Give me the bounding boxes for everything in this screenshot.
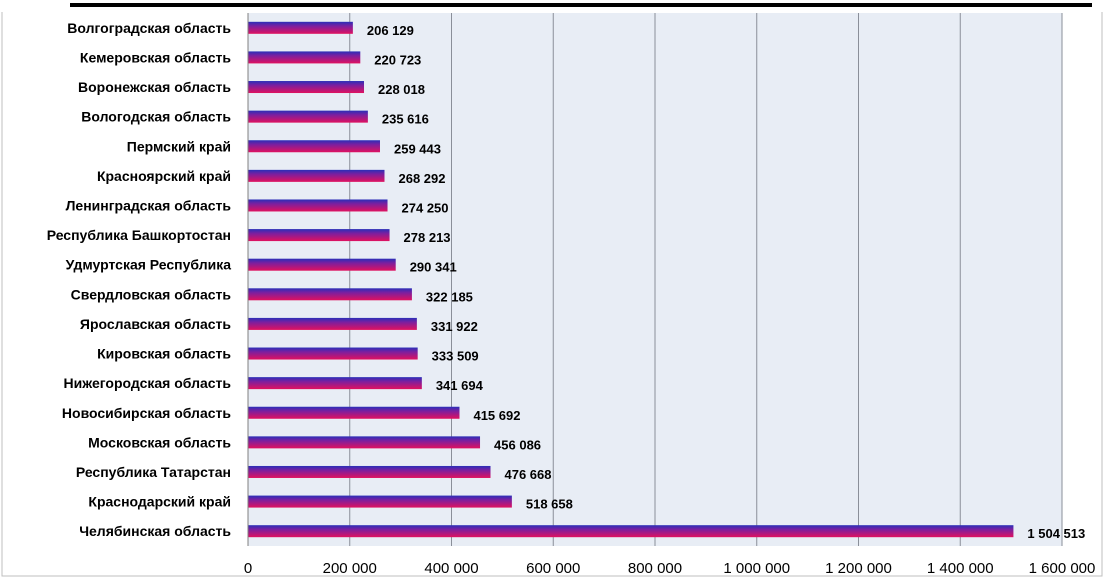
category-label: Ярославская область — [80, 316, 232, 332]
category-label: Пермский край — [127, 138, 231, 154]
bar — [248, 140, 380, 153]
x-tick-label: 800 000 — [628, 560, 682, 577]
category-label: Волгоградская область — [67, 20, 231, 36]
bar — [248, 229, 390, 242]
x-tick-label: 200 000 — [323, 560, 377, 577]
data-label: 476 668 — [505, 467, 552, 482]
bar — [248, 317, 417, 330]
category-label: Ленинградская область — [66, 197, 232, 213]
category-label: Удмуртская Республика — [66, 257, 232, 273]
bar — [248, 199, 388, 212]
x-tick-label: 0 — [244, 560, 252, 577]
category-label: Кемеровская область — [80, 49, 231, 65]
bar — [248, 495, 512, 508]
x-tick-label: 400 000 — [424, 560, 478, 577]
top-border-line — [0, 0, 1110, 12]
bar — [248, 465, 491, 478]
data-label: 331 922 — [431, 319, 478, 334]
category-labels: Волгоградская область Кемеровская область… — [47, 20, 232, 539]
data-label: 456 086 — [494, 437, 541, 452]
x-axis-tick-labels: 0 200 000 400 000 600 000 800 000 1 000 000 1 … — [244, 560, 1096, 577]
category-label: Воронежская область — [78, 79, 231, 95]
data-label: 278 213 — [404, 230, 451, 245]
data-label: 206 129 — [367, 23, 414, 38]
data-label: 290 341 — [410, 260, 457, 275]
x-tick-label: 1 200 000 — [825, 560, 892, 577]
bar — [248, 21, 353, 34]
x-tick-label: 1 400 000 — [927, 560, 994, 577]
value-labels: 206 129 220 723 228 018 235 616 259 443 268 2… — [367, 23, 1085, 541]
x-tick-label: 600 000 — [526, 560, 580, 577]
category-label: Московская область — [88, 434, 231, 450]
category-label: Новосибирская область — [62, 405, 231, 421]
bar — [248, 51, 361, 64]
data-label: 341 694 — [436, 378, 484, 393]
data-label: 268 292 — [398, 171, 445, 186]
bar — [248, 377, 422, 390]
bar — [248, 258, 396, 271]
bars — [248, 21, 1014, 538]
data-label: 228 018 — [378, 82, 425, 97]
category-label: Вологодская область — [81, 109, 231, 125]
category-label: Нижегородская область — [64, 375, 232, 391]
category-label: Красноярский край — [97, 168, 231, 184]
data-label: 274 250 — [402, 200, 449, 215]
category-label: Краснодарский край — [88, 494, 231, 510]
category-label: Свердловская область — [71, 286, 232, 302]
data-label: 518 658 — [526, 497, 573, 512]
x-tick-label: 1 600 000 — [1029, 560, 1096, 577]
x-tick-label: 1 000 000 — [723, 560, 790, 577]
data-label: 415 692 — [473, 408, 520, 423]
bar — [248, 347, 418, 360]
category-label: Республика Башкортостан — [47, 227, 231, 243]
bar — [248, 110, 368, 123]
category-label: Республика Татарстан — [76, 464, 231, 480]
category-label: Кировская область — [97, 346, 231, 362]
bar — [248, 436, 481, 449]
bar — [248, 406, 460, 419]
data-label: 259 443 — [394, 141, 441, 156]
data-label: 322 185 — [426, 289, 473, 304]
bar — [248, 525, 1014, 538]
data-label: 1 504 513 — [1027, 526, 1085, 541]
data-label: 220 723 — [374, 52, 421, 67]
bar — [248, 81, 365, 94]
data-label: 333 509 — [432, 349, 479, 364]
category-label: Челябинская область — [79, 523, 231, 539]
gridlines — [349, 13, 1063, 546]
bar — [248, 288, 412, 301]
bar — [248, 169, 385, 182]
data-label: 235 616 — [382, 112, 429, 127]
